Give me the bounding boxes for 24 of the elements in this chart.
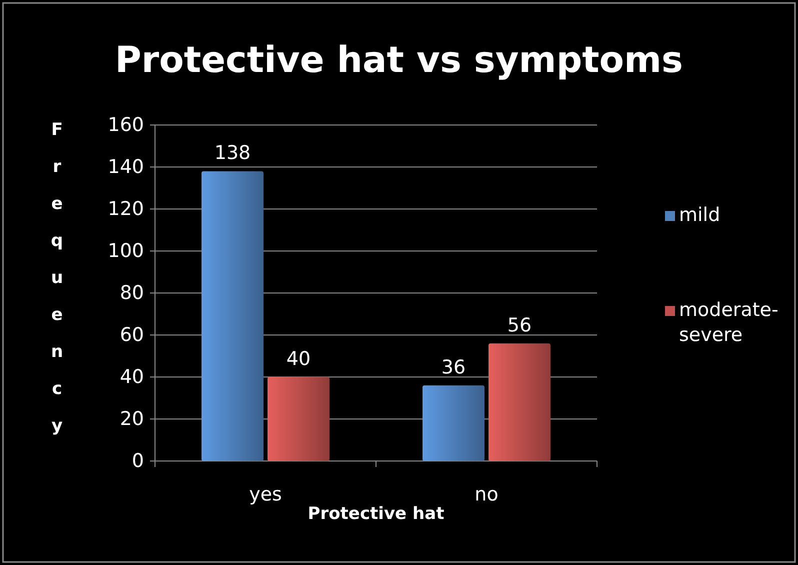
bar — [202, 171, 264, 461]
y-tick-label: 100 — [108, 240, 144, 262]
y-tick-label: 0 — [132, 450, 144, 472]
y-tick-label: 140 — [108, 156, 144, 178]
x-tick-label: no — [474, 483, 498, 506]
legend-label: moderate-severe — [679, 299, 778, 346]
y-tick-label: 80 — [120, 282, 144, 304]
y-tick-label: 40 — [120, 366, 144, 388]
text: Frequency — [50, 120, 64, 436]
x-tick-label: yes — [249, 483, 282, 506]
y-tick-label: 20 — [120, 408, 144, 430]
bar — [422, 385, 484, 461]
y-tick-label: 120 — [108, 198, 144, 220]
data-label: 138 — [214, 142, 251, 164]
chart-title: Protective hat vs symptoms — [115, 40, 683, 81]
data-label: 56 — [507, 314, 532, 336]
bar — [268, 377, 330, 461]
x-axis-title: Protective hat — [308, 504, 444, 524]
data-label: 36 — [441, 356, 466, 378]
y-tick-label: 160 — [108, 114, 144, 136]
legend-label: mild — [679, 204, 720, 226]
bar — [488, 343, 550, 461]
data-label: 40 — [286, 348, 311, 370]
y-tick-label: 60 — [120, 324, 144, 346]
